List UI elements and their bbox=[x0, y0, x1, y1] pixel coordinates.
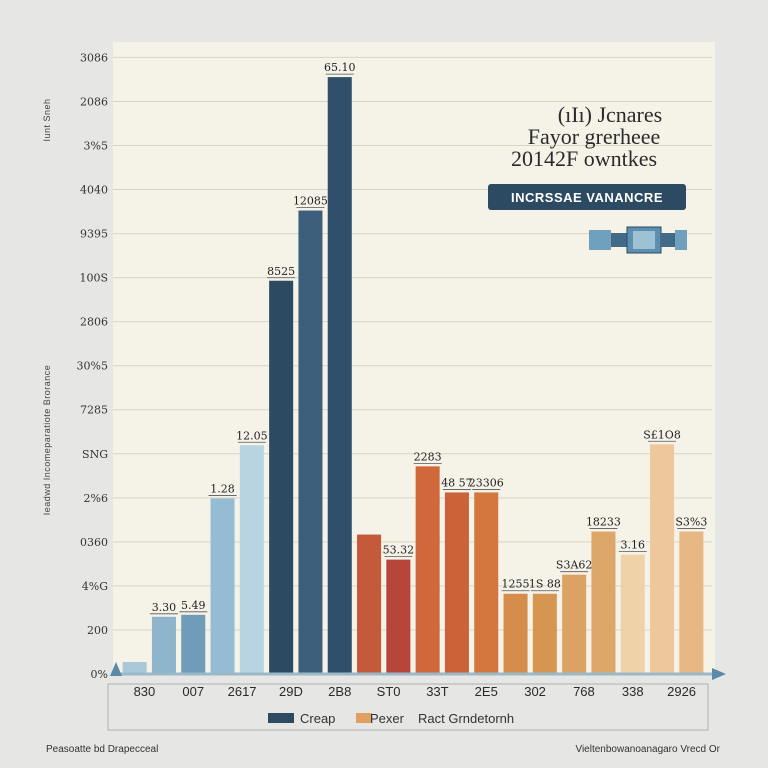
y-tick-label: 0360 bbox=[80, 536, 108, 549]
y-tick-label: 100S bbox=[79, 272, 108, 285]
legend-label-pexer: Pexer bbox=[370, 711, 405, 726]
y-tick-label: 2806 bbox=[80, 316, 108, 329]
bar bbox=[122, 661, 147, 674]
legend-box: Creap Pexer Ract Grndetornh bbox=[107, 683, 709, 731]
bar bbox=[591, 531, 616, 674]
data-label: 12.05 bbox=[236, 429, 268, 442]
y-tick-labels: 0% 200 4%G 0360 2%6 SNG 7285 30%5 2806 100S 9395 40… bbox=[77, 51, 108, 681]
y-tick-label: 0% bbox=[91, 668, 108, 681]
bar bbox=[620, 554, 645, 674]
badge-label: INCRSSAE VANANCRE bbox=[511, 190, 663, 205]
title-line-1: (ıIı) Jcnares bbox=[558, 102, 662, 127]
y-axis-label-top: Iunt Sneh bbox=[42, 98, 52, 141]
data-label: 3.16 bbox=[621, 539, 646, 552]
y-tick-label: 7285 bbox=[80, 404, 108, 417]
y-tick-label: 2%6 bbox=[84, 492, 108, 505]
data-label: 48 57 bbox=[441, 476, 473, 489]
x-category-label: 2926 bbox=[667, 684, 696, 699]
data-label: 2283 bbox=[414, 450, 442, 463]
data-label: 12085 bbox=[293, 195, 328, 208]
bar bbox=[474, 492, 499, 674]
footer-left: Peasoatte bd Drapecceal bbox=[46, 744, 158, 755]
title-line-3: 20142F owntkes bbox=[511, 146, 657, 171]
badge: INCRSSAE VANANCRE bbox=[488, 184, 686, 210]
x-axis-arrow-icon bbox=[712, 668, 726, 680]
data-labels-group: 3.30 5.49 1.28 12.05 8525 12085 65.10 53.32 2283… bbox=[149, 61, 707, 615]
bar bbox=[269, 280, 294, 674]
bar bbox=[151, 616, 176, 674]
data-label: S£1O8 bbox=[643, 428, 681, 441]
data-label: S3A62 bbox=[556, 559, 592, 572]
data-label: 3.30 bbox=[152, 601, 177, 614]
y-axis-arrow-icon bbox=[110, 662, 122, 676]
y-tick-label: 4%G bbox=[82, 580, 108, 593]
bar bbox=[415, 466, 440, 674]
bar bbox=[650, 444, 675, 674]
x-category-label: 2B8 bbox=[328, 684, 351, 699]
legend-label-creap: Creap bbox=[300, 711, 335, 726]
bars-group bbox=[122, 77, 704, 675]
data-label: 23306 bbox=[469, 476, 504, 489]
bar bbox=[679, 531, 704, 674]
bar bbox=[357, 534, 382, 674]
bar bbox=[298, 210, 323, 675]
bar bbox=[386, 559, 411, 674]
x-category-label: 2E5 bbox=[475, 684, 498, 699]
y-tick-label: 2086 bbox=[80, 95, 108, 108]
legend-frame bbox=[107, 683, 709, 731]
legend-label-ract: Ract Grndetornh bbox=[418, 711, 514, 726]
data-label: 1.28 bbox=[210, 482, 235, 495]
y-tick-label: 4040 bbox=[80, 184, 108, 197]
badge-background bbox=[488, 184, 686, 210]
bar bbox=[532, 593, 557, 674]
x-category-label: 33T bbox=[426, 684, 448, 699]
bar bbox=[239, 445, 264, 674]
x-category-label: 830 bbox=[134, 684, 156, 699]
bar bbox=[503, 593, 528, 674]
bar bbox=[210, 498, 235, 674]
y-tick-label: 30%5 bbox=[77, 360, 108, 373]
legend-swatch-pexer bbox=[356, 713, 372, 723]
bar bbox=[444, 492, 469, 674]
data-label: 65.10 bbox=[324, 61, 356, 74]
x-category-label: 302 bbox=[524, 684, 546, 699]
y-tick-label: 200 bbox=[87, 624, 108, 637]
bar bbox=[181, 614, 206, 674]
data-label: 5.49 bbox=[181, 599, 206, 612]
data-label: 1S 88 bbox=[529, 578, 561, 591]
data-label: 53.32 bbox=[383, 544, 415, 557]
data-label: 1255 bbox=[502, 578, 530, 591]
x-category-label: 768 bbox=[573, 684, 595, 699]
title-block: (ıIı) Jcnares Fayor grerheee 20142F ownt… bbox=[511, 102, 662, 171]
y-tick-label: 3%5 bbox=[84, 139, 108, 152]
title-line-2: Fayor grerheee bbox=[528, 124, 661, 149]
data-label: S3%3 bbox=[675, 516, 707, 529]
y-tick-label: 3086 bbox=[80, 51, 108, 64]
x-category-label: 2617 bbox=[228, 684, 257, 699]
data-label: 18233 bbox=[586, 516, 621, 529]
legend-swatch-creap bbox=[268, 713, 294, 723]
connector-icon bbox=[589, 226, 687, 254]
x-category-label: 007 bbox=[182, 684, 204, 699]
x-category-label: ST0 bbox=[377, 684, 401, 699]
x-category-labels: 830 007 2617 29D 2B8 ST0 33T 2E5 302 768 338 2926 bbox=[134, 684, 696, 699]
y-axis-label: Ieadwd Incomeparatiote Brorance bbox=[42, 365, 52, 516]
x-category-label: 29D bbox=[279, 684, 303, 699]
data-label: 8525 bbox=[267, 265, 295, 278]
y-tick-label: 9395 bbox=[80, 228, 108, 241]
y-tick-label: SNG bbox=[82, 448, 108, 461]
bar bbox=[562, 574, 587, 674]
bar bbox=[327, 77, 352, 675]
footer-right: Vieltenbowanoanagaro Vrecd Or bbox=[575, 744, 720, 755]
x-category-label: 338 bbox=[622, 684, 644, 699]
